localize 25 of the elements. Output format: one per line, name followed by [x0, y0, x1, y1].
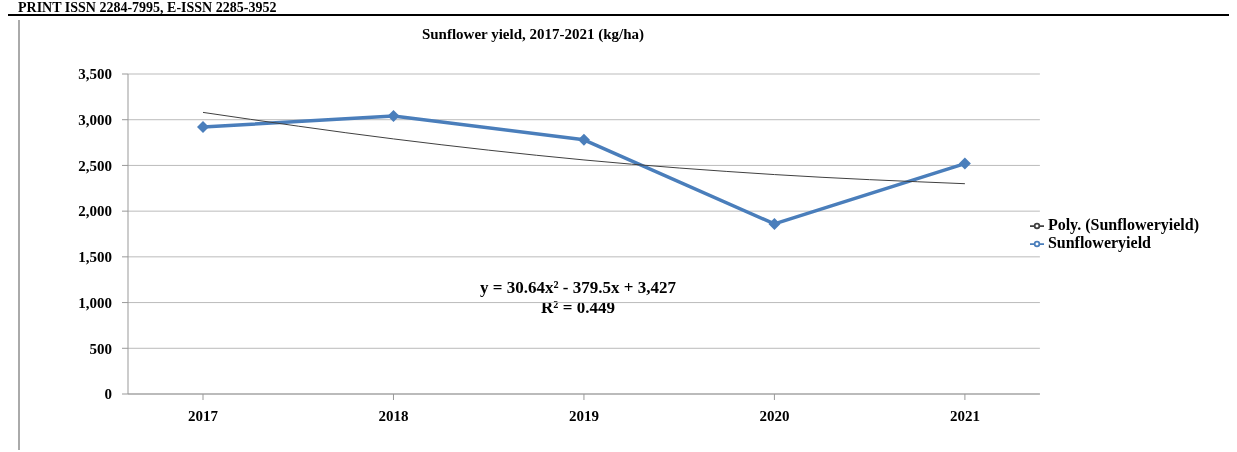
annotation: R² = 0.449: [540, 298, 616, 318]
point: [197, 121, 209, 134]
x-tick-label: 2018: [378, 407, 409, 424]
point: [387, 110, 400, 123]
y-tick-label: 2,000: [78, 203, 112, 220]
x-tick-label: 2021: [949, 407, 980, 424]
x-tick-label: 2017: [188, 407, 219, 424]
x-tick-label: 2019: [568, 407, 599, 424]
point: [768, 217, 781, 230]
y-tick-label: 1,500: [78, 249, 112, 266]
x-tick-label: 2020: [759, 407, 790, 424]
y-tick-label: 1,000: [78, 294, 112, 311]
annotation: y = 30.64x² - 379.5x + 3,427: [479, 278, 677, 298]
y-tick-label: 500: [89, 340, 112, 357]
line-series: [202, 111, 966, 185]
y-tick-label: 0: [104, 386, 112, 403]
legend-label: Sunfloweryield: [1047, 234, 1152, 251]
y-tick-label: 2,500: [78, 157, 112, 174]
y-tick-label: 3,000: [78, 112, 112, 129]
y-tick-label: 3,500: [78, 66, 112, 83]
point: [958, 157, 971, 170]
legend-label: Poly. (Sunfloweryield): [1047, 216, 1199, 233]
chart-title: Sunflower yield, 2017-2021 (kg/ha): [420, 26, 646, 43]
point: [577, 133, 590, 146]
text: PRINT ISSN 2284-7995, E-ISSN 2285-3952: [18, 0, 277, 16]
